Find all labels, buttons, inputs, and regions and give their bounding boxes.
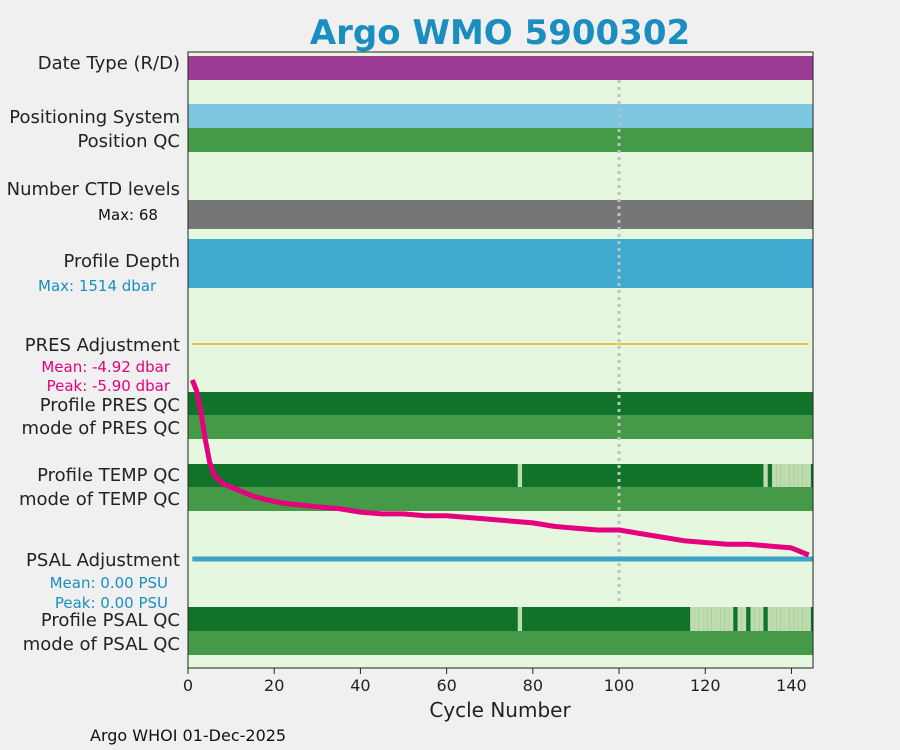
psal-qc-flag-cycle-133 [759, 607, 764, 631]
psal-qc-flag-cycle-129 [741, 607, 747, 631]
temp-qc-flag-cycle-139 [784, 464, 790, 487]
psal-qc-flag-cycle-136 [772, 607, 777, 631]
psal-qc-flag-cycle-125 [724, 607, 729, 631]
psal-qc-flag-cycle-121 [707, 607, 712, 631]
psal-qc-flag-cycle-143 [802, 607, 807, 631]
x-tick-label-80: 80 [523, 676, 543, 695]
psal-qc-flag-cycle-138 [780, 607, 785, 631]
psal-adjustment-mean: Mean: 0.00 PSU [50, 574, 168, 592]
x-axis-label: Cycle Number [429, 698, 571, 722]
psal-qc-flag-cycle-140 [789, 607, 794, 631]
psal-qc-flag-cycle-135 [767, 607, 773, 631]
temp-qc-flag-cycle-144 [806, 464, 811, 487]
row-label-mode-temp-qc: mode of TEMP QC [19, 489, 180, 510]
qc-bands-layer [188, 56, 813, 655]
plot-area-background [188, 52, 813, 668]
row-label-profile-psal-qc: Profile PSAL QC [41, 610, 180, 631]
row-label-profile-depth: Profile Depth [63, 251, 180, 272]
pres-adjustment-peak: Peak: -5.90 dbar [47, 377, 171, 395]
row-label-mode-pres-qc: mode of PRES QC [22, 418, 180, 439]
temp-qc-flag-cycle-140 [789, 464, 794, 487]
temp-qc-flag-cycle-138 [780, 464, 785, 487]
psal-qc-flag-cycle-119 [698, 607, 704, 631]
row-label-position-qc: Position QC [77, 131, 180, 152]
band-mode-psal-qc [188, 631, 813, 655]
row-label-psal-adjustment: PSAL Adjustment [26, 550, 180, 571]
row-label-mode-psal-qc: mode of PSAL QC [23, 634, 180, 655]
row-label-pres-adjustment: PRES Adjustment [25, 335, 180, 356]
x-tick-label-0: 0 [183, 676, 193, 695]
profile-depth-max: Max: 1514 dbar [38, 277, 157, 295]
x-tick-label-20: 20 [264, 676, 284, 695]
temp-qc-flag-cycle-143 [802, 464, 807, 487]
chart-title: Argo WMO 5900302 [310, 13, 690, 53]
psal-qc-flag-cycle-139 [784, 607, 790, 631]
pres-adjustment-mean: Mean: -4.92 dbar [41, 358, 171, 376]
psal-qc-flag-cycle-126 [728, 607, 734, 631]
band-mode-pres-qc [188, 415, 813, 439]
psal-adjustment-peak: Peak: 0.00 PSU [55, 594, 168, 612]
temp-qc-flag-cycle-141 [793, 464, 798, 487]
band-ctd-levels [188, 200, 813, 229]
temp-qc-flag-cycle-77 [517, 464, 523, 487]
band-data-type [188, 56, 813, 80]
temp-qc-flag-cycle-136 [772, 464, 777, 487]
psal-qc-flag-cycle-123 [716, 607, 721, 631]
temp-qc-flag-cycle-137 [776, 464, 781, 487]
ctd-levels-max: Max: 68 [98, 206, 158, 224]
footer-credit: Argo WHOI 01-Dec-2025 [90, 726, 286, 745]
psal-qc-flag-cycle-124 [720, 607, 725, 631]
band-profile-temp-qc [188, 464, 813, 487]
x-axis: 0 20 40 60 80 100 120 140 [183, 668, 807, 695]
psal-qc-flag-cycle-131 [750, 607, 755, 631]
psal-qc-flag-cycle-132 [754, 607, 760, 631]
psal-qc-flag-cycle-118 [694, 607, 699, 631]
psal-qc-flag-cycle-144 [806, 607, 811, 631]
x-tick-label-40: 40 [350, 676, 370, 695]
band-position-qc [188, 128, 813, 152]
temp-qc-flag-cycle-142 [797, 464, 803, 487]
psal-qc-flag-cycle-137 [776, 607, 781, 631]
temp-qc-flag-cycle-134 [763, 464, 768, 487]
psal-qc-flag-cycle-122 [711, 607, 717, 631]
x-tick-label-120: 120 [690, 676, 721, 695]
psal-qc-flag-cycle-142 [797, 607, 803, 631]
row-label-ctd-levels: Number CTD levels [7, 179, 180, 200]
x-tick-label-60: 60 [436, 676, 456, 695]
row-label-positioning-system: Positioning System [9, 107, 180, 128]
row-label-data-type: Date Type (R/D) [38, 53, 180, 74]
band-profile-pres-qc [188, 392, 813, 415]
band-positioning-system [188, 104, 813, 128]
x-tick-label-140: 140 [776, 676, 807, 695]
row-label-profile-temp-qc: Profile TEMP QC [37, 465, 180, 486]
pres-adjustment-line [189, 379, 810, 558]
psal-qc-flag-cycle-77 [517, 607, 523, 631]
x-tick-label-100: 100 [604, 676, 635, 695]
row-label-profile-pres-qc: Profile PRES QC [40, 395, 180, 416]
series-layer [189, 343, 813, 562]
psal-qc-flag-cycle-141 [793, 607, 798, 631]
band-mode-temp-qc [188, 487, 813, 511]
psal-qc-flag-cycle-120 [703, 607, 708, 631]
psal-qc-flag-cycle-117 [690, 607, 695, 631]
band-profile-depth [188, 239, 813, 288]
plot-frame [187, 51, 814, 669]
psal-qc-flag-cycle-128 [737, 607, 742, 631]
